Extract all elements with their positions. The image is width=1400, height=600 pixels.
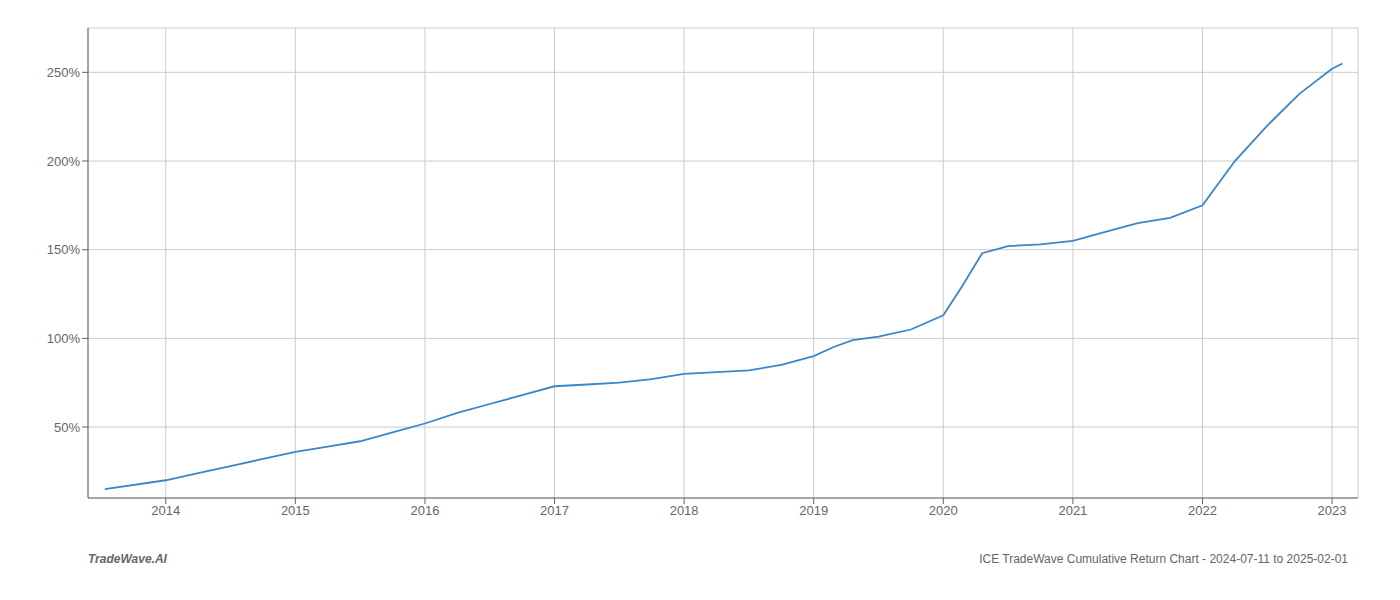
svg-text:2017: 2017 [540, 503, 569, 518]
svg-text:2019: 2019 [799, 503, 828, 518]
svg-text:200%: 200% [47, 154, 81, 169]
svg-text:2018: 2018 [670, 503, 699, 518]
svg-text:2022: 2022 [1188, 503, 1217, 518]
svg-text:2020: 2020 [929, 503, 958, 518]
html-text:ICE TradeWave Cumulative Retur: ICE TradeWave Cumulative Return Chart - … [979, 552, 1348, 566]
svg-text:150%: 150% [47, 242, 81, 257]
svg-text:100%: 100% [47, 331, 81, 346]
svg-text:2016: 2016 [410, 503, 439, 518]
svg-text:2023: 2023 [1318, 503, 1347, 518]
svg-text:2014: 2014 [151, 503, 180, 518]
svg-text:2015: 2015 [281, 503, 310, 518]
svg-text:2021: 2021 [1058, 503, 1087, 518]
svg-text:50%: 50% [54, 420, 80, 435]
html-text:TradeWave.AI: TradeWave.AI [88, 552, 167, 566]
svg-text:250%: 250% [47, 65, 81, 80]
